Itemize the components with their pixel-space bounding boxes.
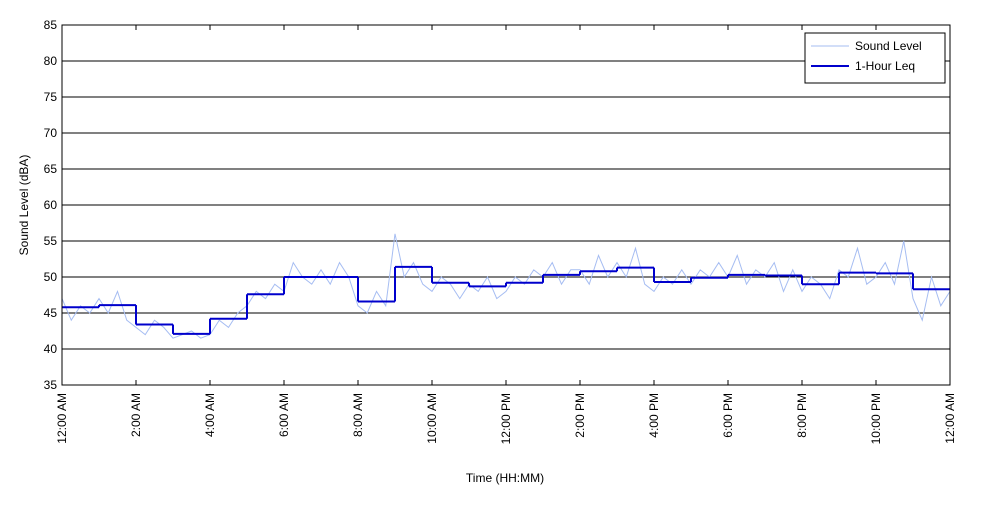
y-tick-label: 80: [44, 54, 58, 68]
y-axis-label: Sound Level (dBA): [17, 155, 31, 256]
y-tick-label: 85: [44, 18, 58, 32]
x-tick-label: 12:00 AM: [943, 393, 957, 444]
legend: Sound Level 1-Hour Leq: [804, 32, 946, 84]
y-tick-label: 70: [44, 126, 58, 140]
x-tick-label: 8:00 AM: [351, 393, 365, 437]
y-tick-label: 55: [44, 234, 58, 248]
y-tick-label: 40: [44, 342, 58, 356]
x-axis-label: Time (HH:MM): [466, 471, 544, 485]
x-tick-label: 10:00 PM: [869, 393, 883, 444]
legend-label: Sound Level: [855, 39, 922, 53]
y-tick-label: 35: [44, 378, 58, 392]
y-tick-label: 65: [44, 162, 58, 176]
x-tick-label: 4:00 PM: [647, 393, 661, 438]
x-tick-label: 2:00 AM: [129, 393, 143, 437]
y-tick-label: 45: [44, 306, 58, 320]
step-line: [62, 265, 950, 335]
x-tick-label: 4:00 AM: [203, 393, 217, 437]
x-tick-label: 2:00 PM: [573, 393, 587, 438]
x-tick-label: 12:00 AM: [55, 393, 69, 444]
x-tick-label: 6:00 AM: [277, 393, 291, 437]
x-tick-label: 6:00 PM: [721, 393, 735, 438]
x-tick-label: 12:00 PM: [499, 393, 513, 444]
y-tick-label: 50: [44, 270, 58, 284]
legend-label: 1-Hour Leq: [855, 59, 915, 73]
y-tick-label: 60: [44, 198, 58, 212]
x-tick-label: 8:00 PM: [795, 393, 809, 438]
y-tick-label: 75: [44, 90, 58, 104]
x-tick-label: 10:00 AM: [425, 393, 439, 444]
legend-box: [804, 32, 946, 84]
plot-frame: [61, 24, 951, 386]
